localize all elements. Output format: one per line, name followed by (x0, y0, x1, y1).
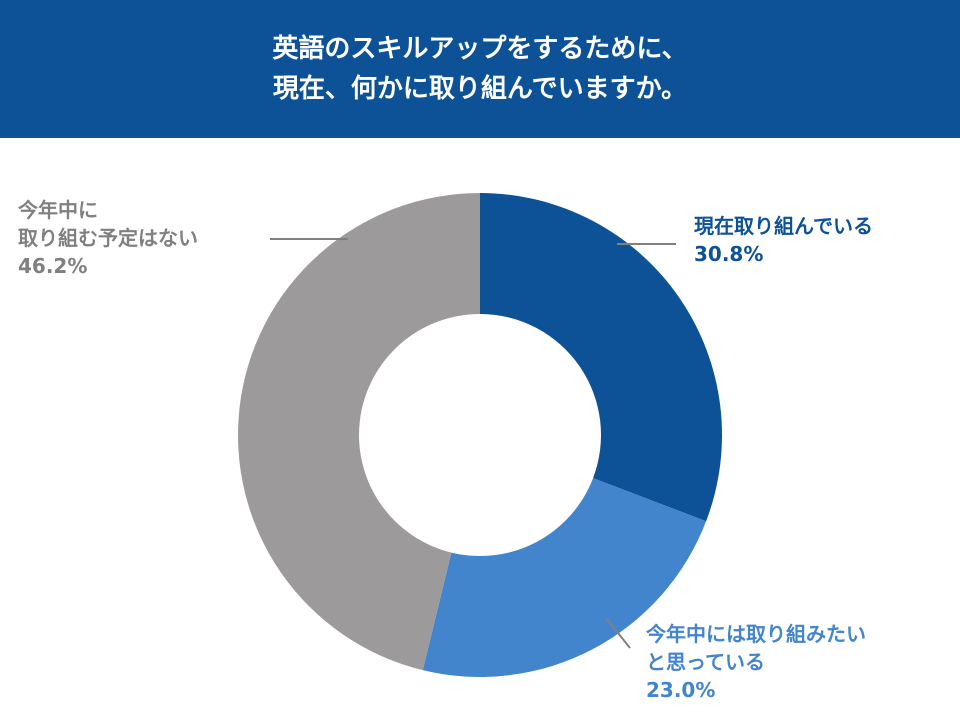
chart-title-line-1: 英語のスキルアップをするために、 (272, 34, 688, 64)
slice-label-none-text-1: 今年中に (18, 198, 98, 222)
donut-slices (238, 193, 722, 677)
chart-title-banner: 英語のスキルアップをするために、 現在、何かに取り組んでいますか。 (0, 0, 960, 138)
slice-label-current-text: 現在取り組んでいる (694, 214, 873, 238)
slice-label-want: 今年中には取り組みたい と思っている 23.0% (646, 620, 866, 704)
slice-label-none-text-2: 取り組む予定はない (18, 226, 198, 250)
leader-line-want (605, 617, 631, 649)
donut-slice-want (422, 478, 707, 677)
slice-value-want: 23.0% (646, 678, 716, 702)
slice-label-want-text-2: と思っている (646, 650, 765, 674)
slice-value-none: 46.2% (18, 254, 88, 278)
slice-value-current: 30.8% (694, 242, 764, 266)
chart-title-line-2: 現在、何かに取り組んでいますか。 (272, 74, 688, 104)
leader-lines (270, 238, 676, 649)
slice-label-current: 現在取り組んでいる 30.8% (694, 212, 873, 268)
slice-label-none: 今年中に 取り組む予定はない 46.2% (18, 196, 198, 280)
donut-slice-current (480, 193, 722, 522)
donut-slice-none (238, 193, 480, 671)
slice-label-want-text-1: 今年中には取り組みたい (646, 622, 866, 646)
